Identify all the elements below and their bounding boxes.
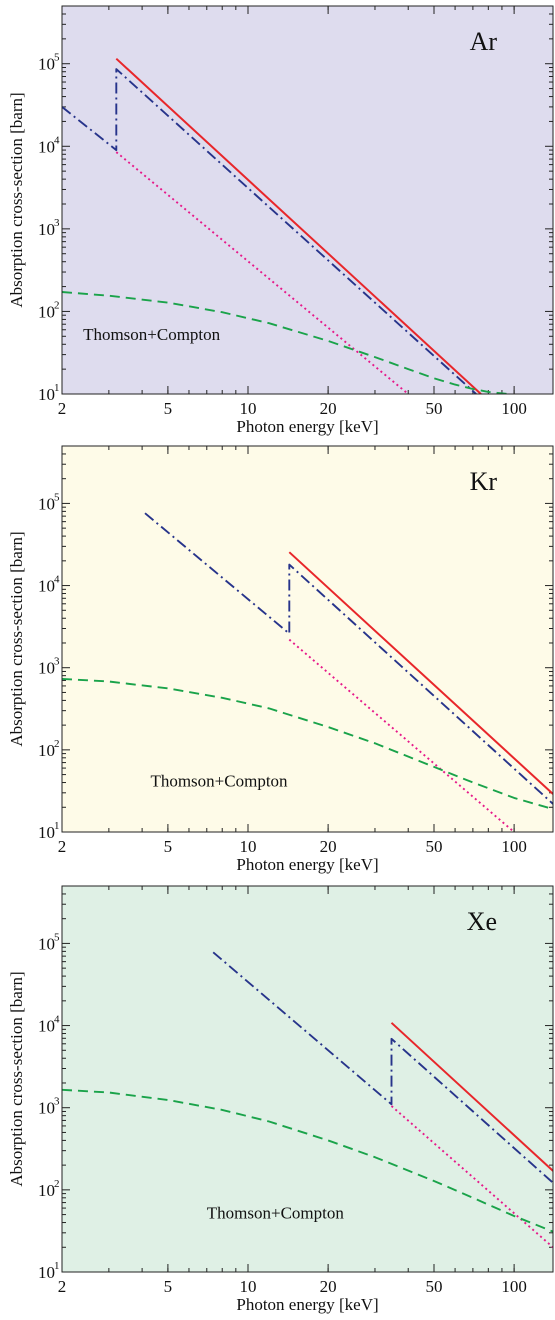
x-tick-label: 5 [164,1277,173,1296]
x-tick-label: 5 [164,399,173,418]
y-tick-exponent: 2 [54,299,60,311]
y-tick-label: 10 [38,741,55,760]
y-tick-label: 10 [38,220,55,239]
plot-background [62,6,553,394]
x-tick-label: 100 [501,399,527,418]
y-tick-label: 10 [38,1181,55,1200]
x-tick-label: 5 [164,837,173,856]
x-tick-label: 10 [240,1277,257,1296]
annotation-label: Thomson+Compton [83,325,221,344]
y-tick-exponent: 2 [54,738,60,750]
x-tick-label: 100 [501,1277,527,1296]
x-tick-label: 10 [240,837,257,856]
y-tick-label: 10 [38,302,55,321]
annotation-label: Thomson+Compton [207,1203,345,1222]
y-tick-exponent: 3 [54,217,60,229]
y-tick-exponent: 2 [54,1178,60,1190]
x-tick-label: 10 [240,399,257,418]
y-axis-label: Absorption cross-section [barn] [7,531,26,746]
series-photoabsorption [212,951,553,1184]
x-tick-label: 20 [320,837,337,856]
y-tick-label: 10 [38,1099,55,1118]
plot-frame [61,5,554,395]
y-tick-exponent: 1 [54,382,60,394]
element-label: Xe [467,907,497,936]
y-tick-exponent: 5 [54,931,60,943]
x-tick-label: 50 [426,837,443,856]
y-tick-exponent: 4 [54,574,60,586]
series-total-above-edge [115,57,482,394]
plot-frame [61,885,554,1273]
y-tick-label: 10 [38,385,55,404]
series-thomson-compton [62,291,509,394]
y-tick-label: 10 [38,1017,55,1036]
y-tick-exponent: 5 [54,491,60,503]
y-tick-label: 10 [38,577,55,596]
x-axis-label: Photon energy [keV] [236,1295,378,1314]
y-tick-exponent: 4 [54,1014,60,1026]
x-tick-label: 2 [58,399,67,418]
series-photoabsorption [62,68,477,394]
y-tick-label: 10 [38,494,55,513]
x-axis-label: Photon energy [keV] [236,855,378,874]
y-axis-label: Absorption cross-section [barn] [7,971,26,1186]
y-tick-exponent: 1 [54,1260,60,1272]
x-tick-label: 50 [426,1277,443,1296]
y-tick-exponent: 1 [54,820,60,832]
x-tick-label: 2 [58,837,67,856]
series-thomson-compton [62,677,553,811]
y-tick-label: 10 [38,1263,55,1282]
series-photoabsorption-below-edge-extrapolated [115,151,409,394]
plot-background [62,886,553,1272]
y-tick-label: 10 [38,934,55,953]
x-axis-label: Photon energy [keV] [236,417,378,436]
y-tick-exponent: 5 [54,52,60,64]
x-tick-label: 50 [426,399,443,418]
plot-frame [61,445,554,833]
series-thomson-compton [62,1088,553,1233]
series-photoabsorption [144,512,553,805]
element-label: Kr [470,467,498,496]
y-tick-label: 10 [38,659,55,678]
annotation-label: Thomson+Compton [150,771,288,790]
series-total-above-edge [390,1022,553,1172]
y-tick-exponent: 4 [54,134,60,146]
x-tick-label: 100 [501,837,527,856]
series-total-above-edge [288,551,553,795]
y-tick-label: 10 [38,137,55,156]
y-tick-label: 10 [38,823,55,842]
x-tick-label: 20 [320,1277,337,1296]
y-tick-exponent: 3 [54,656,60,668]
y-tick-label: 10 [38,55,55,74]
x-tick-label: 2 [58,1277,67,1296]
y-tick-exponent: 3 [54,1096,60,1108]
element-label: Ar [470,27,498,56]
x-tick-label: 20 [320,399,337,418]
plot-background [62,446,553,832]
y-axis-label: Absorption cross-section [barn] [7,92,26,307]
